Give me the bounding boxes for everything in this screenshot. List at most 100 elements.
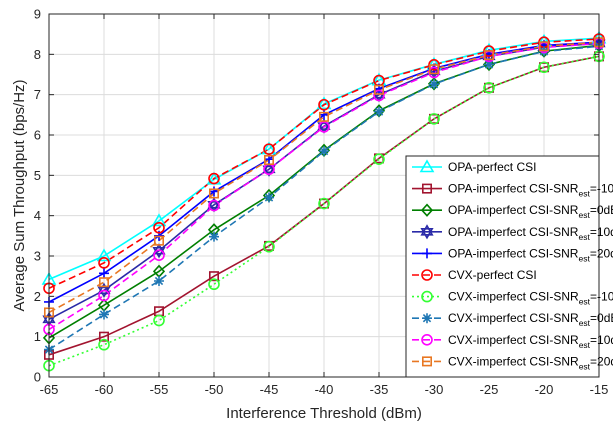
- series-8-point: [209, 231, 219, 242]
- hexagram-triangle-up: [97, 282, 111, 295]
- series-4-point: [262, 161, 276, 177]
- legend-label-main: CVX-imperfect CSI-SNR: [448, 354, 579, 368]
- legend-label-tail: =0dB: [590, 311, 613, 325]
- legend-marker-5: [422, 248, 432, 259]
- legend-label-subscript: est: [578, 232, 590, 242]
- series-1-point: [151, 213, 167, 227]
- legend-label-3: OPA-imperfect CSI-SNRest=0dB: [448, 203, 613, 220]
- legend-label-subscript: est: [579, 318, 591, 328]
- series-4-point: [317, 118, 331, 134]
- series-8-point: [429, 79, 439, 90]
- legend-label-subscript: est: [579, 297, 591, 307]
- hexagram-triangle-down: [207, 200, 221, 213]
- hexagram-triangle-down: [420, 228, 434, 240]
- legend-marker-8: [422, 313, 432, 324]
- legend-label-tail: =0dB: [590, 203, 613, 217]
- y-tick-label: 0: [34, 370, 41, 385]
- series-line-10: [48, 41, 600, 314]
- y-tick-label: 9: [34, 7, 41, 22]
- series-6-point: [263, 143, 275, 155]
- series-4-point: [152, 243, 166, 259]
- series-line-7: [48, 55, 600, 367]
- legend-label-4: OPA-imperfect CSI-SNRest=10dB: [448, 225, 613, 242]
- series-10-point: [99, 277, 110, 288]
- series-10-point: [154, 235, 165, 246]
- hexagram-triangle-down: [262, 165, 276, 177]
- series-markers: [41, 30, 607, 372]
- series-7-point: [98, 338, 110, 351]
- series-4-point: [207, 197, 221, 213]
- legend-label-subscript: est: [579, 340, 591, 350]
- series-7-point: [153, 314, 165, 327]
- series-6-point: [98, 257, 110, 269]
- hexagram-triangle-up: [207, 197, 221, 209]
- x-axis-title: Interference Threshold (dBm): [226, 405, 422, 422]
- hexagram-triangle-up: [152, 243, 166, 255]
- x-tick-label: -35: [370, 382, 389, 397]
- series-5-point: [319, 109, 329, 120]
- series-6-point: [208, 172, 220, 185]
- legend-label-7: CVX-imperfect CSI-SNRest=-10dB: [448, 290, 613, 307]
- y-tick-label: 2: [34, 289, 41, 304]
- legend-label-9: CVX-imperfect CSI-SNRest=10dB: [448, 333, 613, 350]
- legend-label-tail: =-10dB: [590, 182, 613, 196]
- series-8-point: [154, 276, 164, 287]
- y-tick-label: 7: [34, 87, 41, 102]
- series-10-point: [263, 155, 274, 166]
- series-10-point: [373, 84, 384, 95]
- series-line-9: [48, 42, 600, 331]
- legend-label-tail: =10dB: [590, 225, 613, 239]
- legend-label-main: CVX-perfect CSI: [448, 268, 537, 282]
- series-7-point: [428, 113, 440, 125]
- legend-label-2: OPA-imperfect CSI-SNRest=-10dB: [448, 182, 613, 199]
- legend-label-main: OPA-imperfect CSI-SNR: [448, 225, 579, 239]
- x-tick-label: -45: [260, 382, 279, 397]
- series-8-point: [99, 309, 109, 320]
- legend-marker-2: [421, 183, 432, 194]
- legend-marker-3: [420, 203, 434, 217]
- x-tick-label: -50: [205, 382, 224, 397]
- hexagram-triangle-down: [152, 246, 166, 259]
- series-8-point: [484, 59, 494, 70]
- y-axis-title: Average Sum Throughput (bps/Hz): [11, 79, 28, 311]
- series-6-point: [318, 98, 330, 111]
- series-7-point: [318, 197, 330, 210]
- legend-label-main: OPA-perfect CSI: [448, 160, 536, 174]
- y-tick-label: 5: [34, 168, 41, 183]
- legend-label-main: CVX-imperfect CSI-SNR: [448, 333, 579, 347]
- legend-label-main: OPA-imperfect CSI-SNR: [448, 182, 579, 196]
- legend-label-10: CVX-imperfect CSI-SNRest=20dB: [448, 354, 613, 371]
- y-tick-label: 1: [34, 329, 41, 344]
- series-10-point: [483, 50, 494, 61]
- series-7-point: [373, 153, 385, 165]
- tick-labels: -65 -60 -55 -50 -45 -40 -35 -30 -25 -20 -15 0 1 2 3 4 5 6…: [34, 7, 609, 398]
- legend-label-subscript: est: [578, 210, 590, 220]
- y-tick-label: 6: [34, 128, 41, 143]
- series-7-point: [483, 82, 495, 94]
- legend-label-subscript: est: [578, 253, 590, 263]
- hexagram-triangle-up: [420, 224, 434, 236]
- series-8-point: [264, 192, 274, 203]
- legend-label-tail: =20dB: [590, 246, 613, 260]
- series-7-point: [538, 61, 550, 74]
- legend-marker-9: [421, 333, 433, 346]
- series-7-point: [208, 278, 220, 291]
- x-tick-label: -55: [150, 382, 169, 397]
- x-tick-label: -60: [95, 382, 114, 397]
- y-tick-label: 3: [34, 249, 41, 264]
- hexagram-triangle-down: [317, 122, 331, 134]
- legend-label-main: CVX-imperfect CSI-SNR: [448, 290, 579, 304]
- x-tick-label: -40: [315, 382, 334, 397]
- series-1-point: [96, 248, 112, 262]
- series-10-point: [209, 188, 220, 199]
- series-9-point: [208, 199, 220, 212]
- legend-label-8: CVX-imperfect CSI-SNRest=0dB: [448, 311, 613, 328]
- x-tick-label: -20: [535, 382, 554, 397]
- hexagram-triangle-up: [262, 161, 276, 174]
- series-9-point: [153, 249, 165, 261]
- x-tick-label: -65: [40, 382, 59, 397]
- series-1-point: [316, 96, 332, 110]
- series-2-point: [99, 331, 110, 342]
